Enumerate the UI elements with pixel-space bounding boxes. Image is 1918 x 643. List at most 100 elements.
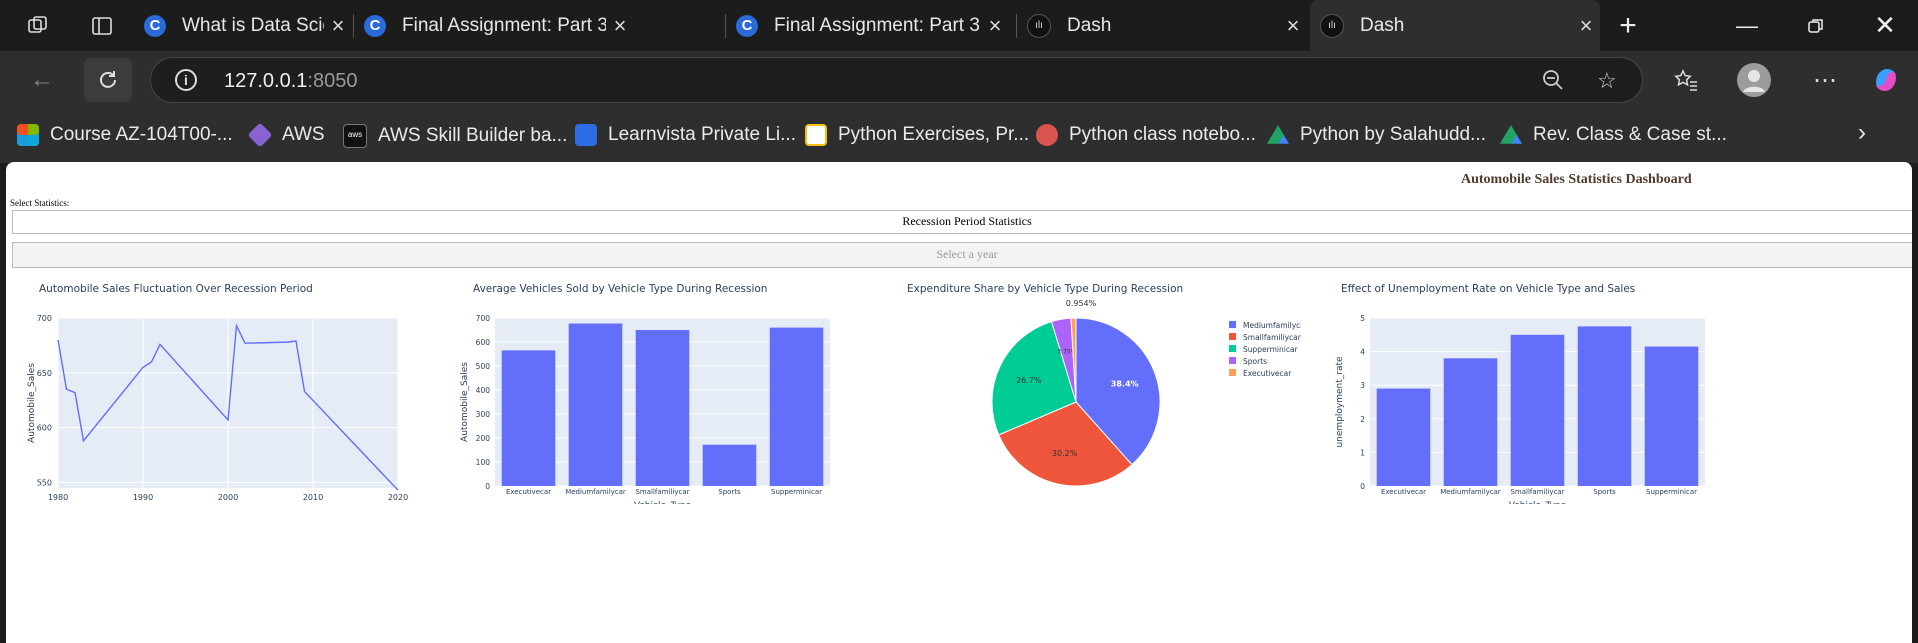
y-tick-label: 0 (1360, 482, 1365, 491)
bookmarks-bar: Course AZ-104T00-... AWS aws AWS Skill B… (0, 109, 1918, 163)
close-tab-icon[interactable]: × (613, 12, 627, 38)
tab-title: Final Assignment: Part 3 - (402, 14, 606, 36)
bookmark-label: AWS Skill Builder ba... (378, 125, 568, 146)
close-tab-icon[interactable]: × (988, 12, 1002, 38)
bookmarks-overflow-chevron-icon[interactable]: › (1858, 119, 1866, 146)
address-bar-row: ← i 127.0.0.1:8050 ☆ ⋯ (0, 51, 1918, 109)
year-dropdown[interactable]: Select a year (12, 242, 1912, 268)
bookmark-item[interactable]: Python class notebo... (1036, 124, 1256, 146)
y-tick-label: 5 (1360, 314, 1365, 323)
tab-final-assignment-1[interactable]: C Final Assignment: Part 3 - × (354, 0, 634, 51)
x-tick-label: 1980 (48, 493, 68, 502)
slice-label: 38.4% (1111, 379, 1139, 388)
favorites-icon[interactable] (1666, 60, 1706, 100)
slice-label: 30.2% (1052, 449, 1078, 458)
legend-swatch (1229, 333, 1236, 340)
bookmark-item[interactable]: AWS (247, 122, 325, 148)
bookmark-item[interactable]: Python Exercises, Pr... (805, 124, 1029, 146)
bookmark-item[interactable]: aws AWS Skill Builder ba... (343, 124, 567, 148)
legend-label: Smallfamiliycar (1243, 333, 1301, 342)
bookmark-label: Learnvista Private Li... (608, 124, 796, 145)
minimize-icon[interactable]: — (1736, 12, 1758, 38)
y-tick-label: 400 (476, 386, 491, 395)
bar (1577, 326, 1632, 486)
tab-data-science[interactable]: C What is Data Science? - D × (134, 0, 352, 51)
tab-dash-2[interactable]: ılı Dash × (1310, 0, 1600, 51)
coursera-c-icon: C (736, 14, 758, 37)
tab-actions-icon[interactable] (86, 10, 118, 42)
bar (635, 330, 690, 486)
zoom-out-icon[interactable] (1541, 68, 1565, 98)
tab-strip: C What is Data Science? - D × C Final As… (0, 0, 1918, 51)
bar-chart-unemployment: Effect of Unemployment Rate on Vehicle T… (1315, 274, 1735, 504)
legend-label: Sports (1243, 357, 1267, 366)
bar (1443, 358, 1498, 486)
x-tick-label: Mediumfamilycar (565, 488, 626, 496)
page-title: Automobile Sales Statistics Dashboard (1461, 172, 1692, 187)
bookmark-item[interactable]: Rev. Class & Case st... (1500, 124, 1727, 146)
workspaces-icon[interactable] (22, 10, 54, 42)
legend-swatch (1229, 321, 1236, 328)
profile-avatar[interactable] (1734, 60, 1774, 100)
url-text[interactable]: 127.0.0.1:8050 (224, 70, 358, 92)
restore-icon[interactable] (1786, 0, 1846, 51)
x-tick-label: 2010 (303, 493, 323, 502)
address-bar[interactable]: i 127.0.0.1:8050 ☆ (150, 57, 1643, 103)
x-tick-label: Smallfamiliycar (635, 488, 689, 496)
y-tick-label: 600 (37, 424, 52, 433)
bar (702, 444, 757, 486)
bookmark-item[interactable]: Learnvista Private Li... (575, 124, 796, 146)
statistics-dropdown[interactable]: Recession Period Statistics (12, 210, 1912, 234)
external-link-icon (575, 124, 597, 146)
google-drive-icon (1267, 125, 1289, 144)
close-window-icon[interactable]: ✕ (1874, 10, 1896, 40)
pie-slice (998, 401, 1133, 487)
chart-title: Average Vehicles Sold by Vehicle Type Du… (473, 283, 768, 295)
google-drive-icon (1500, 125, 1522, 144)
bar (1376, 388, 1431, 486)
aws-cube-icon (247, 122, 273, 148)
legend-swatch (1229, 369, 1236, 376)
x-tick-label: Smallfamiliycar (1510, 488, 1564, 496)
bookmark-item[interactable]: Course AZ-104T00-... (17, 124, 233, 146)
legend-swatch (1229, 357, 1236, 364)
site-info-icon[interactable]: i (175, 69, 197, 91)
x-axis-label: Vehicle_Type (634, 501, 692, 504)
x-tick-label: Executivecar (1381, 488, 1426, 496)
bookmark-label: Course AZ-104T00-... (50, 124, 233, 145)
y-tick-label: 0 (485, 482, 490, 491)
y-tick-label: 100 (476, 458, 491, 467)
series-line (57, 323, 399, 491)
copilot-icon[interactable] (1866, 60, 1906, 100)
tab-dash-1[interactable]: ılı Dash × (1017, 0, 1307, 51)
more-menu-icon[interactable]: ⋯ (1813, 66, 1837, 94)
y-tick-label: 600 (476, 338, 491, 347)
pie-slice (1075, 317, 1161, 466)
back-icon[interactable]: ← (30, 66, 54, 93)
aws-logo-icon: aws (343, 124, 367, 148)
bar-chart-avg-vehicles: Average Vehicles Sold by Vehicle Type Du… (447, 274, 867, 504)
x-axis-label: Vehicle_Type (1509, 501, 1567, 504)
coursera-c-icon: C (364, 14, 386, 37)
y-tick-label: 4 (1360, 348, 1365, 357)
select-statistics-label: Select Statistics: (10, 198, 70, 208)
close-tab-icon[interactable]: × (1286, 12, 1300, 38)
x-tick-label: Mediumfamilycar (1440, 488, 1501, 496)
bookmark-item[interactable]: Python by Salahudd... (1267, 124, 1486, 146)
y-axis-label: Automobile_Sales (460, 362, 470, 442)
pie-slice (991, 321, 1077, 436)
refresh-icon[interactable] (84, 58, 132, 102)
tab-title: Final Assignment: Part 3 - (774, 14, 981, 36)
y-tick-label: 3 (1360, 381, 1365, 390)
favorite-star-icon[interactable]: ☆ (1597, 68, 1617, 93)
close-tab-icon[interactable]: × (331, 12, 345, 38)
x-tick-label: Supperminicar (771, 488, 822, 496)
close-tab-icon[interactable]: × (1579, 12, 1593, 38)
legend-label: Executivecar (1243, 369, 1292, 378)
chart-title: Automobile Sales Fluctuation Over Recess… (39, 283, 313, 295)
tab-title: Dash (1360, 14, 1405, 36)
new-tab-button[interactable]: + (1619, 8, 1637, 42)
microsoft-logo-icon (17, 124, 39, 146)
x-tick-label: 2020 (388, 493, 408, 502)
tab-final-assignment-2[interactable]: C Final Assignment: Part 3 - × (726, 0, 1009, 51)
